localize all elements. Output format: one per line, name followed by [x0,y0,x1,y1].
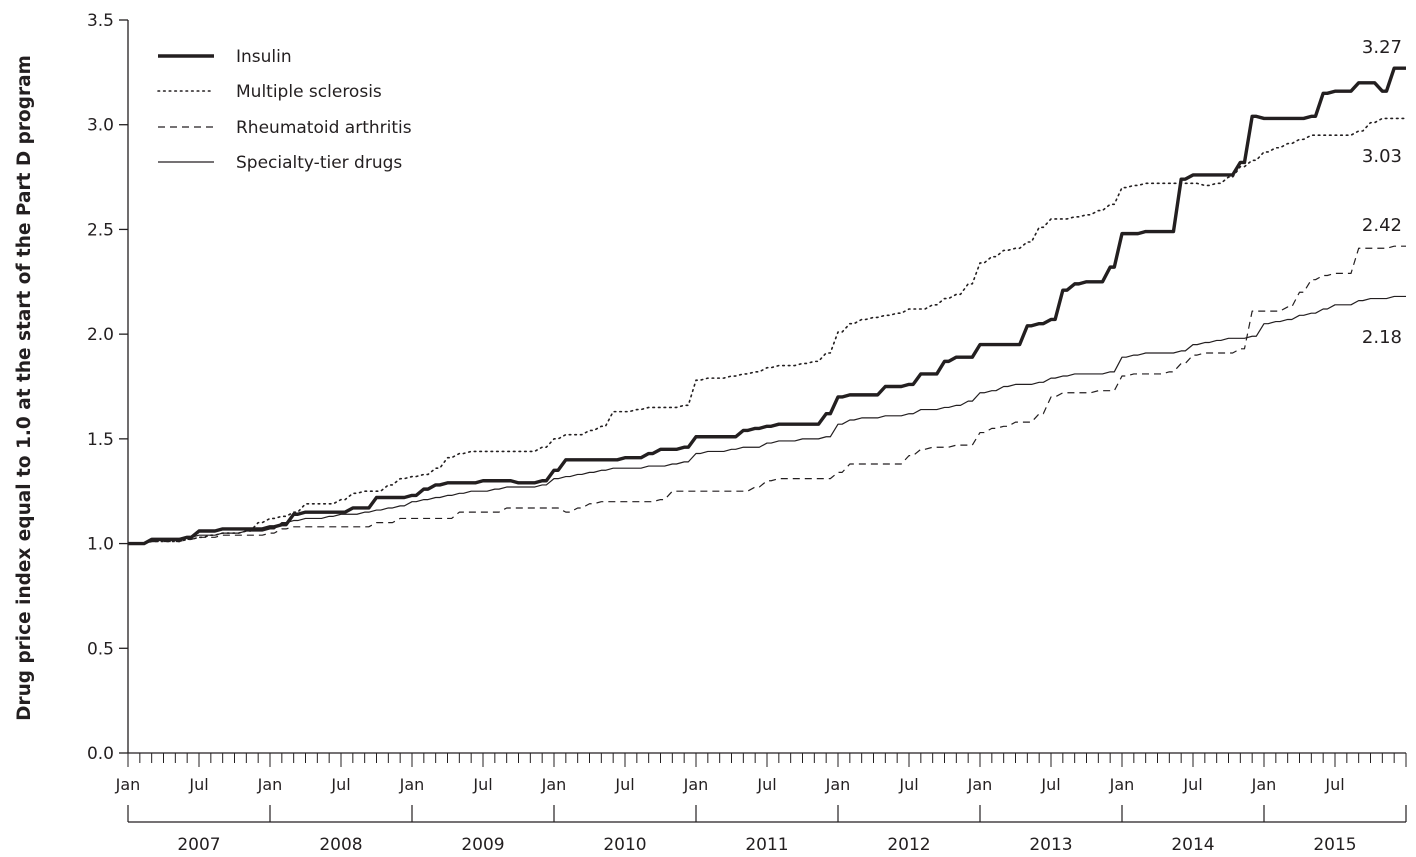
end-labels: 3.27 3.03 2.42 2.18 [1362,37,1402,348]
y-tick-label: 2.0 [87,325,114,345]
y-axis-label: Drug price index equal to 1.0 at the sta… [14,55,35,721]
y-tick-label: 3.0 [87,116,114,136]
legend-label-1: Multiple sclerosis [236,82,382,102]
month-label-jul: Jul [614,775,634,794]
month-label-jan: Jan [399,775,425,794]
month-label-jan: Jan [967,775,993,794]
y-tick-label: 2.5 [87,220,114,240]
year-label: 2012 [887,835,930,855]
month-label-jan: Jan [1251,775,1277,794]
month-label-jan: Jan [683,775,709,794]
y-axis: 0.0 0.5 1.0 1.5 2.0 2.5 3.0 3.5 [87,11,129,764]
year-label: 2010 [603,835,646,855]
y-tick-label: 1.0 [87,535,114,555]
year-label: 2009 [461,835,504,855]
month-label-jul: Jul [1182,775,1202,794]
year-label: 2013 [1029,835,1072,855]
year-label: 2015 [1313,835,1356,855]
month-label-jan: Jan [541,775,567,794]
series-line-3 [128,295,1406,545]
month-label-jul: Jul [756,775,776,794]
y-tick-label: 0.0 [87,744,114,764]
month-label-jul: Jul [1040,775,1060,794]
month-label-jul: Jul [898,775,918,794]
y-tick-label: 1.5 [87,430,114,450]
year-label: 2014 [1171,835,1214,855]
legend: Insulin Multiple sclerosis Rheumatoid arth… [157,47,412,173]
series-layer [127,66,1407,546]
x-axis: Jan Jul 2007 Jan Jul 2008 Jan Jul 2009 Jan Jul 2010… [115,752,1407,855]
year-label: 2007 [177,835,220,855]
month-label-jul: Jul [188,775,208,794]
end-label-2: 2.42 [1362,215,1402,236]
legend-label-0: Insulin [236,47,292,67]
end-label-3: 2.18 [1362,327,1402,348]
legend-label-2: Rheumatoid arthritis [236,118,412,138]
legend-label-3: Specialty-tier drugs [236,153,402,173]
y-tick-label: 3.5 [87,11,114,31]
y-tick-label: 0.5 [87,639,114,659]
series-line-0 [128,66,1406,546]
year-label: 2008 [319,835,362,855]
month-label-jul: Jul [330,775,350,794]
month-label-jan: Jan [115,775,141,794]
end-label-0: 3.27 [1362,37,1402,58]
month-label-jan: Jan [825,775,851,794]
series-line-2 [128,245,1406,545]
month-label-jan: Jan [1109,775,1135,794]
month-label-jul: Jul [472,775,492,794]
year-label: 2011 [745,835,788,855]
month-label-jul: Jul [1324,775,1344,794]
series-line-1 [127,117,1407,545]
month-label-jan: Jan [257,775,283,794]
end-label-1: 3.03 [1362,146,1402,167]
